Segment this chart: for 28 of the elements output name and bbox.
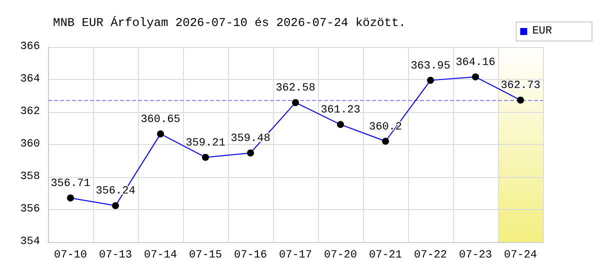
x-tick-label: 07-23 <box>458 250 492 262</box>
x-tick-label: 07-22 <box>414 250 448 262</box>
x-tick-label: 07-14 <box>144 250 178 262</box>
data-label: 361.23 <box>320 104 360 117</box>
y-tick-label: 360 <box>20 138 40 150</box>
x-tick-label: 07-17 <box>278 250 312 262</box>
data-label: 360.65 <box>140 114 180 126</box>
data-label: 364.16 <box>456 56 496 69</box>
y-tick-label: 354 <box>20 236 40 248</box>
y-tick-label: 362 <box>20 106 40 118</box>
y-tick-label: 358 <box>20 171 40 183</box>
x-tick-label: 07-20 <box>324 250 358 262</box>
x-tick-label: 07-10 <box>54 250 88 262</box>
data-label: 359.21 <box>186 137 226 150</box>
data-label: 362.73 <box>500 80 540 92</box>
y-tick-label: 364 <box>20 74 40 86</box>
x-tick-label: 07-24 <box>504 250 538 262</box>
data-label: 356.71 <box>50 178 91 190</box>
data-label: 362.58 <box>276 82 316 95</box>
chart-title: MNB EUR Árfolyam 2026-07-10 és 2026-07-24 között. <box>53 16 406 30</box>
y-tick-label: 356 <box>20 204 40 216</box>
data-label: 363.95 <box>410 60 450 72</box>
x-tick-label: 07-13 <box>98 250 132 262</box>
x-tick-label: 07-21 <box>368 250 402 262</box>
y-tick-label: 366 <box>20 41 40 53</box>
legend-label: EUR <box>532 26 552 38</box>
x-tick-label: 07-16 <box>234 250 268 262</box>
x-tick-label: 07-15 <box>188 250 222 262</box>
